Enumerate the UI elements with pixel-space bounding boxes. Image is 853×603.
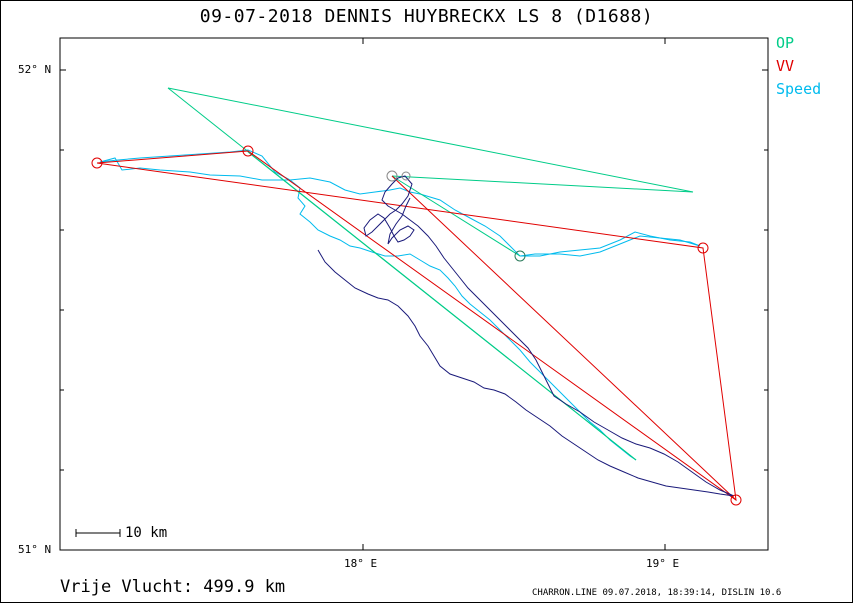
legend-op: OP (776, 34, 795, 52)
glider-track (317, 249, 735, 497)
glider-track-north (363, 175, 735, 497)
flight-distance: Vrije Vlucht: 499.9 km (60, 577, 286, 597)
scale-bar (75, 529, 121, 537)
speed-track (99, 157, 637, 461)
lon-label-18: 18° E (344, 557, 378, 570)
plot-border (59, 37, 769, 551)
right-ticks (762, 69, 768, 471)
turnpoint-markers (91, 145, 742, 506)
top-ticks (362, 38, 666, 44)
lon-label-19: 19° E (646, 557, 680, 570)
speed-track-north (99, 149, 701, 257)
credit-line: CHARRON.LINE 09.07.2018, 18:39:14, DISLI… (532, 588, 782, 598)
speed-track-east (520, 231, 701, 257)
map-title: 09-07-2018 DENNIS HUYBRECKX LS 8 (D1688) (199, 6, 654, 27)
op-lines (167, 87, 694, 461)
left-ticks (60, 69, 66, 551)
lat-label-52: 52° N (18, 63, 52, 76)
vv-lines (96, 150, 737, 502)
lat-label-51: 51° N (18, 543, 52, 556)
scale-bar-label: 10 km (125, 525, 168, 541)
bottom-ticks (362, 544, 666, 550)
legend-speed: Speed (776, 80, 822, 98)
legend-vv: VV (776, 57, 795, 75)
